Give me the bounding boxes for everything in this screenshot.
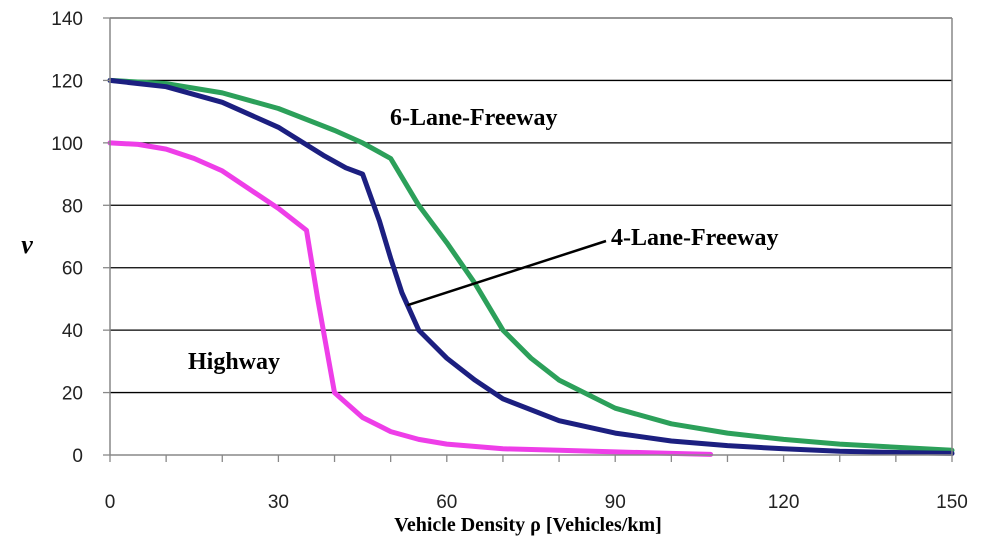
x-tick-label: 150 — [936, 492, 968, 513]
x-tick-label: 60 — [436, 492, 457, 513]
series-annotations: 6-Lane-Freeway 4-Lane-Freeway Highway — [188, 105, 779, 375]
y-tick-label: 20 — [62, 384, 83, 405]
y-tick-label: 80 — [62, 196, 83, 217]
y-tick-label: 40 — [62, 321, 83, 342]
y-tick-label: 60 — [62, 259, 83, 280]
y-tick-label: 140 — [51, 9, 83, 30]
tick-labels: 0 20 40 60 80 100 120 140 0 30 60 90 120 150 — [51, 9, 968, 513]
x-axis-title: Vehicle Density ρ [Vehicles/km] — [394, 514, 662, 536]
x-tick-label: 120 — [768, 492, 800, 513]
y-axis-title: v — [21, 230, 33, 259]
label-highway: Highway — [188, 349, 280, 375]
label-6-lane-freeway: 6-Lane-Freeway — [390, 105, 558, 131]
y-tick-label: 0 — [72, 446, 83, 467]
gridlines — [110, 17, 952, 394]
label-4-lane-freeway: 4-Lane-Freeway — [611, 225, 779, 251]
x-tick-label: 0 — [105, 492, 116, 513]
y-tick-label: 100 — [51, 134, 83, 155]
x-tick-label: 30 — [268, 492, 289, 513]
y-tick-label: 120 — [51, 71, 83, 92]
axes — [103, 17, 953, 462]
x-tick-label: 90 — [605, 492, 626, 513]
annotation-pointer-line — [407, 239, 607, 307]
series-line-highway — [107, 140, 714, 457]
series-lines — [107, 77, 955, 457]
series-line-6-lane-freeway — [107, 77, 955, 453]
series-line-4-lane-freeway — [107, 77, 955, 456]
